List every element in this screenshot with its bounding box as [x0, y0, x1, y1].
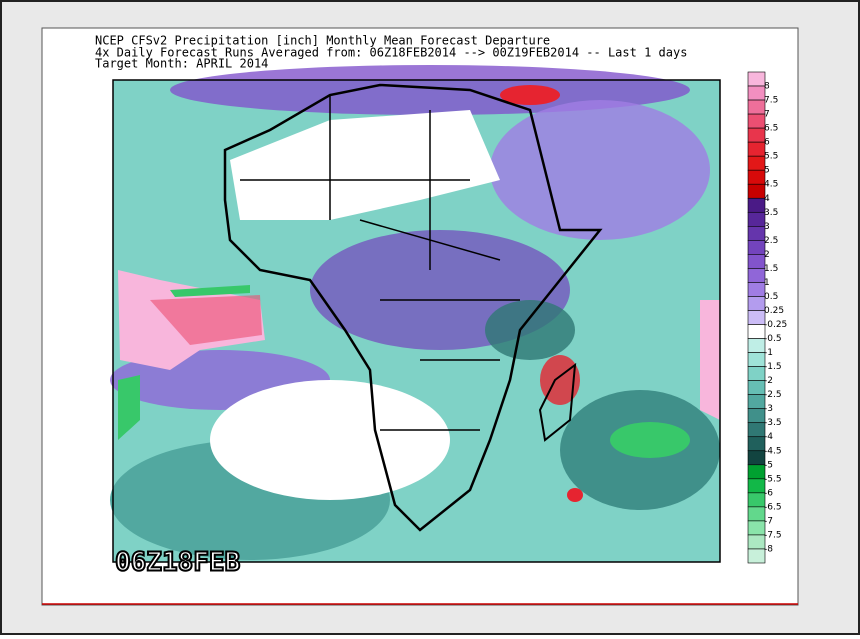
- colorbar-box: [747, 141, 766, 157]
- colorbar-box: [747, 506, 766, 522]
- colorbar-label: 3.5: [764, 208, 778, 218]
- colorbar-label: -7: [764, 516, 773, 526]
- colorbar-box: [747, 254, 766, 269]
- colorbar-label: -0.5: [764, 334, 782, 344]
- colorbar-box: [747, 324, 766, 339]
- colorbar-label: -3: [764, 404, 773, 414]
- colorbar-box: [747, 113, 766, 129]
- colorbar-label: -1.5: [764, 362, 782, 372]
- header-line: NCEP CFSv2 Precipitation [inch] Monthly …: [95, 34, 550, 48]
- colorbar-label: -4.5: [764, 446, 782, 456]
- anomaly: [170, 285, 250, 297]
- colorbar-box: [747, 99, 766, 115]
- colorbar-label: -3.5: [764, 418, 782, 428]
- colorbar-label: 0.5: [764, 292, 778, 302]
- colorbar-label: 7: [764, 110, 770, 120]
- colorbar-box: [747, 338, 766, 353]
- colorbar-label: 0.25: [764, 306, 784, 316]
- anomaly: [610, 422, 690, 458]
- colorbar-box: [747, 366, 766, 381]
- colorbar-box: [747, 520, 766, 536]
- colorbar-label: -2.5: [764, 390, 782, 400]
- colorbar-label: -8: [764, 544, 773, 554]
- colorbar-label: -6.5: [764, 502, 782, 512]
- colorbar-label: -6: [764, 488, 773, 498]
- colorbar-box: [747, 296, 766, 311]
- colorbar-label: -4: [764, 432, 773, 442]
- anomaly: [118, 375, 140, 440]
- colorbar-box: [747, 85, 766, 101]
- anomaly: [700, 300, 720, 420]
- colorbar-box: [747, 240, 766, 255]
- colorbar-box: [747, 478, 766, 494]
- colorbar-box: [747, 492, 766, 508]
- anomaly: [170, 65, 690, 115]
- header-line: Target Month: APRIL 2014: [95, 57, 268, 71]
- colorbar-box: [747, 155, 766, 171]
- colorbar-box: [747, 422, 766, 438]
- colorbar-label: -5: [764, 460, 773, 470]
- colorbar-box: [747, 352, 766, 367]
- colorbar-label: 6.5: [764, 124, 778, 134]
- anomaly: [230, 110, 500, 220]
- colorbar-label: 4.5: [764, 180, 778, 190]
- colorbar-label: -2: [764, 376, 773, 386]
- colorbar-box: [747, 548, 766, 564]
- colorbar-label: 8: [764, 82, 770, 92]
- anomaly: [150, 295, 262, 345]
- colorbar-label: 2.5: [764, 236, 778, 246]
- colorbar-box: [747, 71, 766, 87]
- continent-outline: [223, 83, 603, 532]
- island-outline: [538, 362, 577, 442]
- colorbar-box: [747, 450, 766, 466]
- colorbar-label: -7.5: [764, 530, 782, 540]
- colorbar-box: [747, 310, 766, 325]
- timestamp: 06Z18FEB: [115, 548, 240, 578]
- colorbar-box: [747, 226, 766, 241]
- colorbar-label: -1: [764, 348, 773, 358]
- colorbar-box: [747, 436, 766, 452]
- colorbar-label: -0.25: [764, 320, 787, 330]
- colorbar-box: [747, 183, 766, 199]
- colorbar-label: 7.5: [764, 96, 778, 106]
- colorbar-box: [747, 380, 766, 395]
- colorbar-label: 1.5: [764, 264, 778, 274]
- colorbar-label: 1: [764, 278, 770, 288]
- header-line: 4x Daily Forecast Runs Averaged from: 06…: [95, 46, 687, 60]
- colorbar-box: [747, 197, 766, 213]
- colorbar-label: 4: [764, 194, 770, 204]
- colorbar-label: 6: [764, 138, 770, 148]
- colorbar-box: [747, 127, 766, 143]
- colorbar-box: [747, 464, 766, 480]
- colorbar-label: 3: [764, 222, 770, 232]
- colorbar-box: [747, 268, 766, 283]
- anomaly: [210, 380, 450, 500]
- borders: [240, 95, 520, 431]
- colorbar-box: [747, 211, 766, 227]
- colorbar-box: [747, 282, 766, 297]
- map-border: [112, 79, 721, 563]
- anomaly: [500, 85, 560, 105]
- colorbar: 8 7.5 7 6.5 6 5.5 5 4.5 4 3.5 3 2.5 2 1.5 1 0.5 0.25 -0.2…: [747, 71, 787, 564]
- colorbar-label: 5: [764, 166, 770, 176]
- anomaly: [485, 300, 575, 360]
- colorbar-box: [747, 408, 766, 424]
- anomaly: [567, 488, 583, 502]
- colorbar-label: -5.5: [764, 474, 782, 484]
- colorbar-box: [747, 169, 766, 185]
- colorbar-label: 5.5: [764, 152, 778, 162]
- anomaly: [490, 100, 710, 240]
- colorbar-box: [747, 534, 766, 550]
- map: 06Z18FEB: [110, 65, 721, 579]
- colorbar-label: 2: [764, 250, 770, 260]
- colorbar-box: [747, 394, 766, 409]
